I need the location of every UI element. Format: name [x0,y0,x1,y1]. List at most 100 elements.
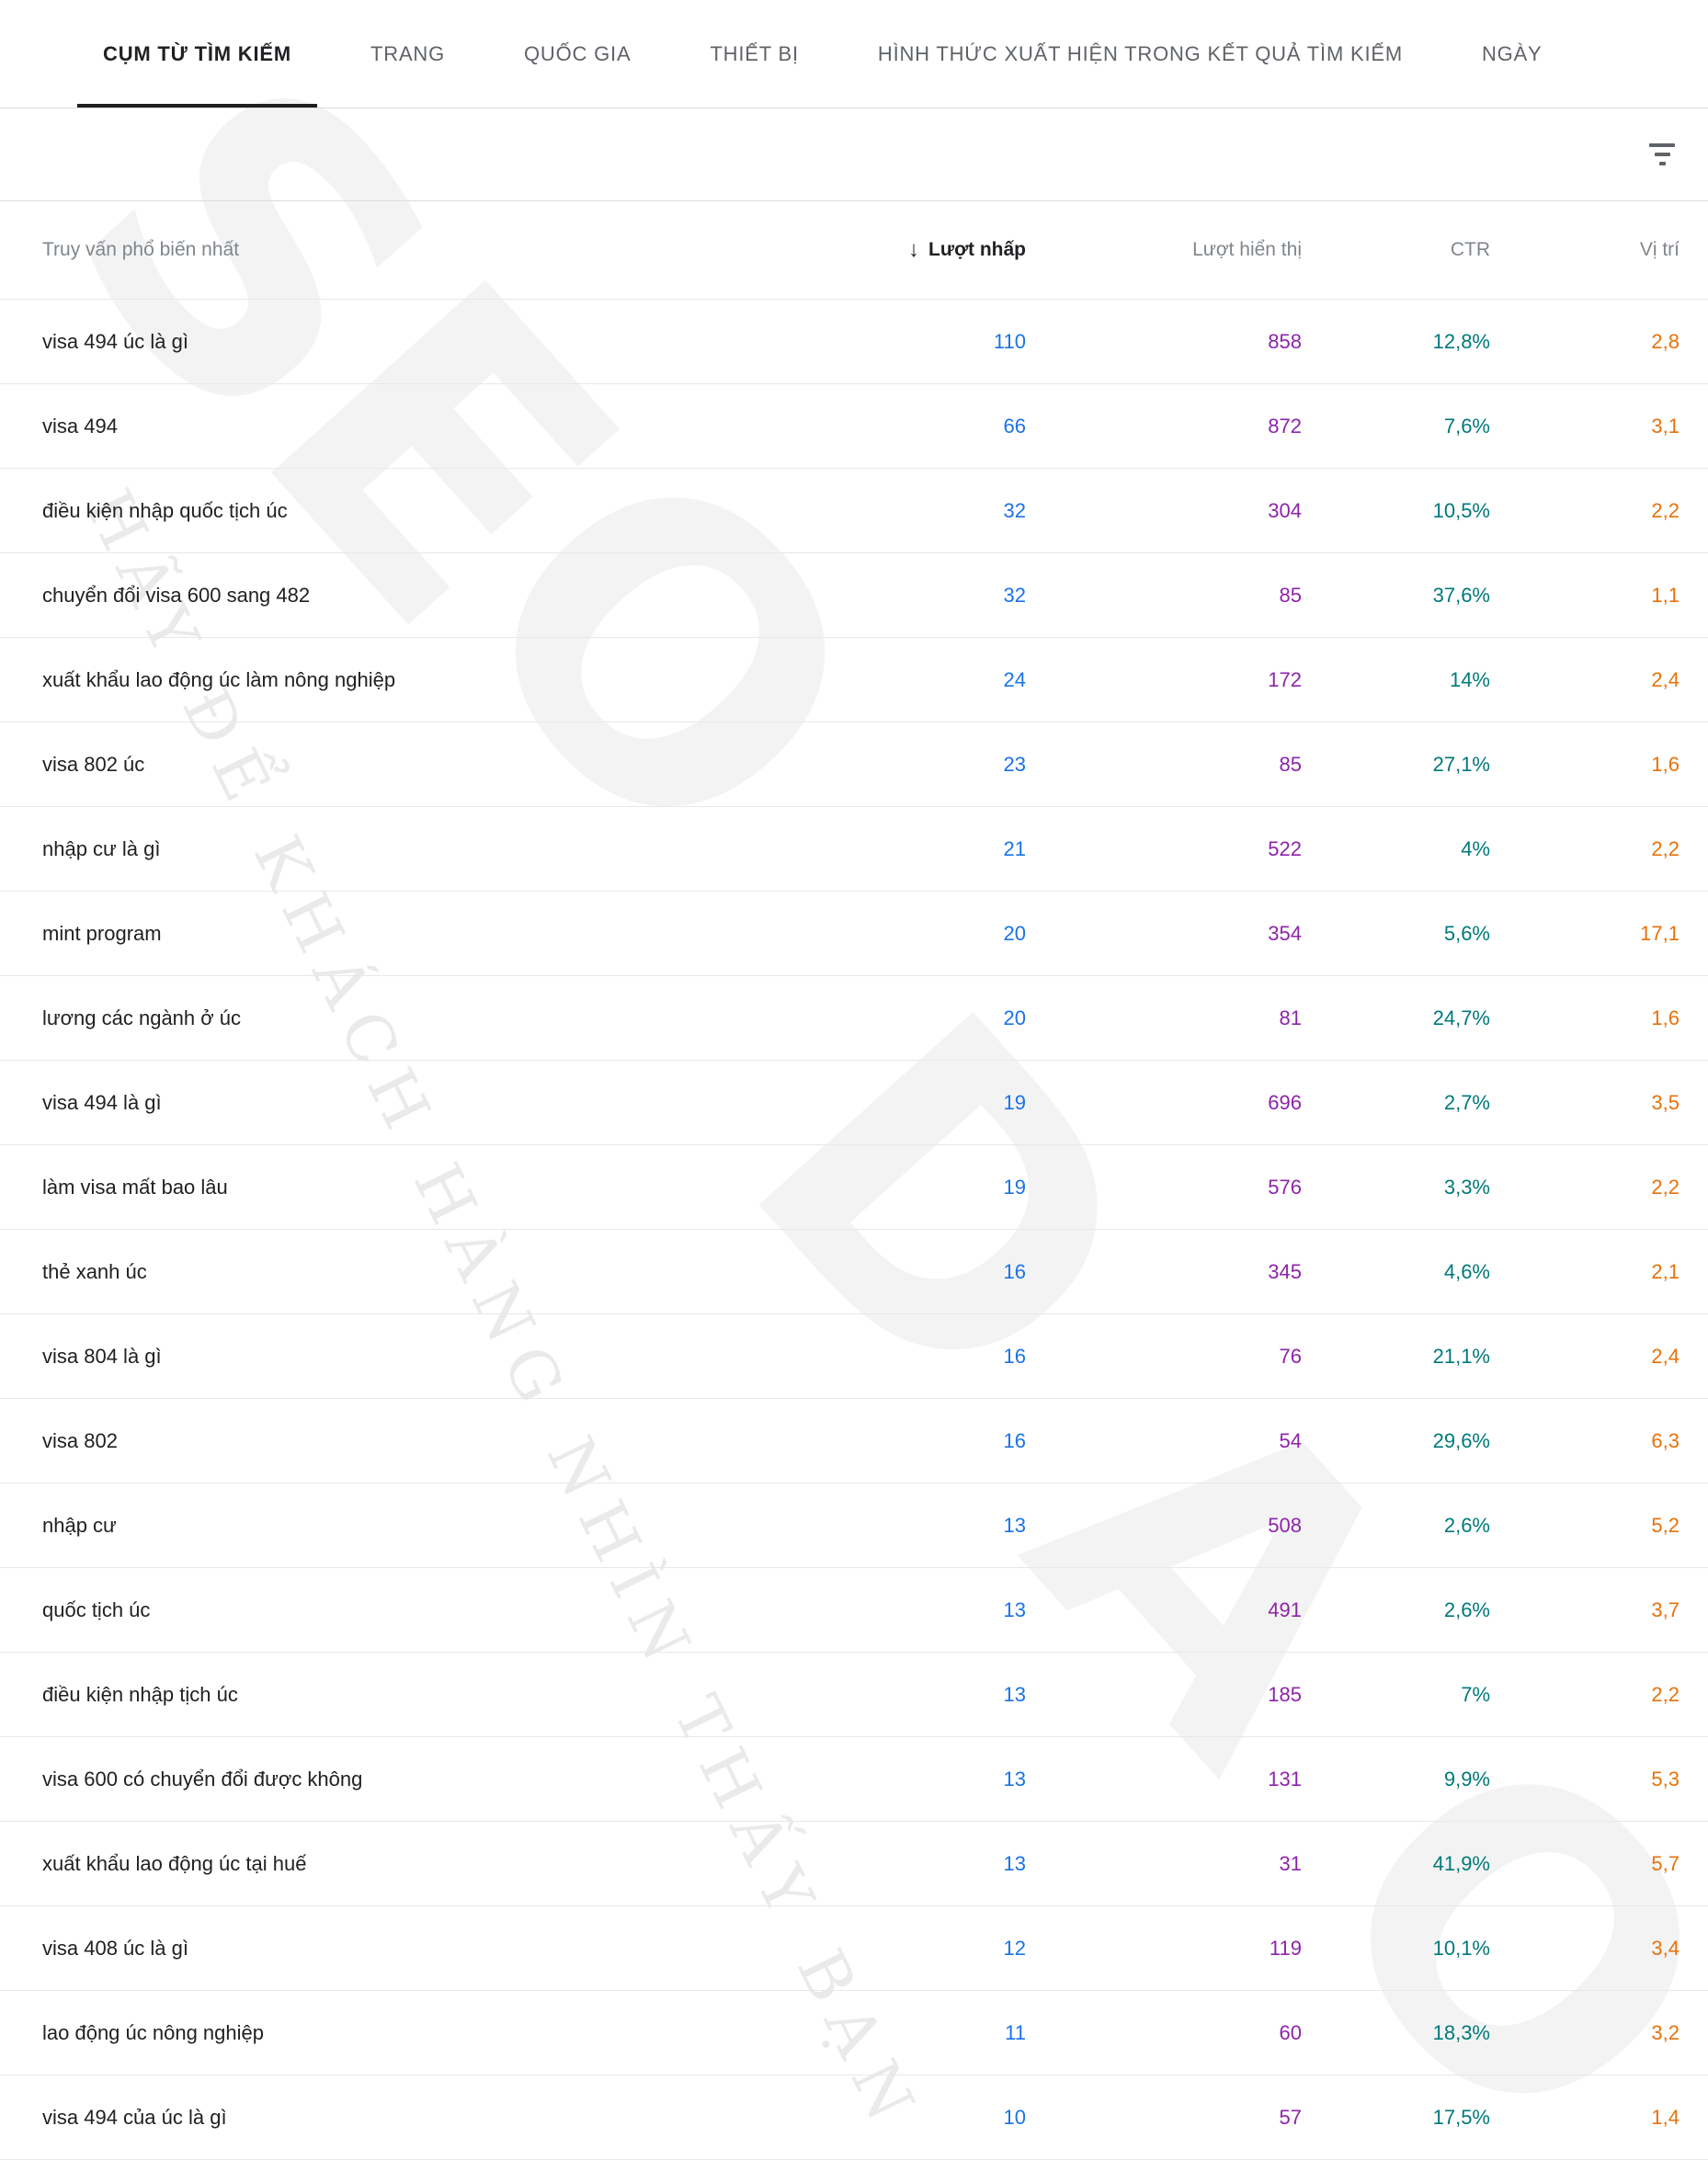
clicks-cell: 110 [993,329,1026,353]
table-row[interactable]: mint program 20 354 5,6% 17,1 [0,892,1708,976]
clicks-cell: 24 [1003,667,1026,691]
tab-devices[interactable]: THIẾT BỊ [710,41,799,65]
query-cell[interactable]: mint program [42,921,162,945]
table-row[interactable]: visa 802 16 54 29,6% 6,3 [0,1399,1708,1484]
query-cell[interactable]: làm visa mất bao lâu [42,1175,228,1199]
filter-icon[interactable] [1642,136,1682,173]
table-row[interactable]: nhập cư là gì 21 522 4% 2,2 [0,807,1708,892]
column-header-ctr[interactable]: CTR [1450,239,1490,260]
table-row[interactable]: lao động úc nông nghiệp 11 60 18,3% 3,2 [0,1991,1708,2075]
table-row[interactable]: xuất khẩu lao động úc tại huế 13 31 41,9… [0,1822,1708,1906]
ctr-cell: 7% [1461,1682,1490,1706]
clicks-cell: 13 [1003,1513,1026,1537]
filter-icon-bar [1658,162,1666,165]
column-header-query[interactable]: Truy vấn phổ biến nhất [42,239,240,260]
impressions-cell: 576 [1268,1175,1302,1199]
table-row[interactable]: thẻ xanh úc 16 345 4,6% 2,1 [0,1230,1708,1314]
column-header-clicks-label: Lượt nhấp [928,239,1026,260]
impressions-cell: 304 [1268,498,1302,522]
column-header-position[interactable]: Vị trí [1639,239,1680,260]
tab-dates[interactable]: NGÀY [1481,41,1543,65]
position-cell: 3,1 [1651,414,1680,438]
clicks-cell: 21 [1003,836,1026,860]
clicks-cell: 20 [1003,921,1026,945]
ctr-cell: 24,7% [1432,1006,1490,1029]
position-cell: 1,1 [1651,583,1680,607]
table-row[interactable]: nhập cư 13 508 2,6% 5,2 [0,1484,1708,1568]
position-cell: 2,1 [1651,1259,1680,1283]
query-cell[interactable]: lương các ngành ở úc [42,1006,242,1029]
query-cell[interactable]: xuất khẩu lao động úc làm nông nghiệp [42,667,396,691]
query-cell[interactable]: quốc tịch úc [42,1597,151,1621]
column-header-clicks[interactable]: ↓ Lượt nhấp [824,237,1026,263]
clicks-cell: 16 [1003,1259,1026,1283]
position-cell: 2,2 [1651,1175,1680,1199]
table-row[interactable]: visa 494 66 872 7,6% 3,1 [0,384,1708,469]
table-row[interactable]: visa 802 úc 23 85 27,1% 1,6 [0,722,1708,807]
query-cell[interactable]: visa 494 [42,414,118,438]
query-cell[interactable]: điều kiện nhập quốc tịch úc [42,498,288,522]
tab-search-appearance[interactable]: HÌNH THỨC XUẤT HIỆN TRONG KẾT QUẢ TÌM KI… [877,41,1403,65]
query-cell[interactable]: thẻ xanh úc [42,1259,147,1283]
query-cell[interactable]: visa 408 úc là gì [42,1936,188,1960]
position-cell: 6,3 [1651,1428,1680,1452]
table-row[interactable]: điều kiện nhập tịch úc 13 185 7% 2,2 [0,1653,1708,1737]
ctr-cell: 5,6% [1443,921,1490,945]
position-cell: 1,6 [1651,1006,1680,1029]
table-row[interactable]: làm visa mất bao lâu 19 576 3,3% 2,2 [0,1145,1708,1230]
tab-queries[interactable]: CỤM TỪ TÌM KIẾM [77,0,318,108]
position-cell: 2,4 [1651,667,1680,691]
clicks-cell: 16 [1003,1428,1026,1452]
clicks-cell: 32 [1003,498,1026,522]
ctr-cell: 12,8% [1432,329,1490,353]
ctr-cell: 7,6% [1443,414,1490,438]
position-cell: 1,4 [1651,2105,1680,2129]
table-row[interactable]: quốc tịch úc 13 491 2,6% 3,7 [0,1568,1708,1653]
column-header-impressions[interactable]: Lượt hiển thị [1192,239,1302,260]
clicks-cell: 13 [1003,1682,1026,1706]
table-row[interactable]: visa 600 có chuyển đổi được không 13 131… [0,1737,1708,1822]
query-cell[interactable]: visa 600 có chuyển đổi được không [42,1767,363,1791]
impressions-cell: 60 [1279,2020,1302,2044]
query-cell[interactable]: chuyển đổi visa 600 sang 482 [42,583,311,607]
ctr-cell: 18,3% [1432,2020,1490,2044]
table-row[interactable]: visa 408 úc là gì 12 119 10,1% 3,4 [0,1906,1708,1991]
query-cell[interactable]: nhập cư [42,1513,117,1537]
table-row[interactable]: chuyển đổi visa 600 sang 482 32 85 37,6%… [0,553,1708,638]
ctr-cell: 3,3% [1443,1175,1490,1199]
impressions-cell: 85 [1279,583,1302,607]
impressions-cell: 119 [1269,1936,1302,1960]
table-row[interactable]: visa 494 úc là gì 110 858 12,8% 2,8 [0,300,1708,384]
position-cell: 2,4 [1651,1344,1680,1368]
query-cell[interactable]: điều kiện nhập tịch úc [42,1682,238,1706]
query-cell[interactable]: visa 802 [42,1428,118,1452]
tab-countries[interactable]: QUỐC GIA [524,41,632,65]
query-cell[interactable]: visa 802 úc [42,752,145,776]
table-row[interactable]: visa 804 là gì 16 76 21,1% 2,4 [0,1314,1708,1399]
query-cell[interactable]: visa 494 của úc là gì [42,2105,227,2129]
ctr-cell: 17,5% [1432,2105,1490,2129]
query-cell[interactable]: xuất khẩu lao động úc tại huế [42,1851,307,1875]
impressions-cell: 57 [1279,2105,1302,2129]
position-cell: 2,2 [1651,1682,1680,1706]
clicks-cell: 13 [1003,1597,1026,1621]
table-row[interactable]: điều kiện nhập quốc tịch úc 32 304 10,5%… [0,469,1708,553]
query-cell[interactable]: lao động úc nông nghiệp [42,2020,264,2044]
dimension-tab-bar: CỤM TỪ TÌM KIẾM TRANG QUỐC GIA THIẾT BỊ … [0,0,1708,108]
table-row[interactable]: xuất khẩu lao động úc làm nông nghiệp 24… [0,638,1708,722]
table-row[interactable]: visa 494 của úc là gì 10 57 17,5% 1,4 [0,2075,1708,2160]
query-cell[interactable]: visa 494 úc là gì [42,329,188,353]
query-cell[interactable]: nhập cư là gì [42,836,161,860]
clicks-cell: 19 [1003,1175,1026,1199]
ctr-cell: 2,6% [1443,1513,1490,1537]
position-cell: 3,4 [1651,1936,1680,1960]
position-cell: 17,1 [1640,921,1680,945]
impressions-cell: 85 [1279,752,1302,776]
tab-pages[interactable]: TRANG [370,41,446,65]
table-row[interactable]: lương các ngành ở úc 20 81 24,7% 1,6 [0,976,1708,1061]
impressions-cell: 131 [1268,1767,1302,1791]
ctr-cell: 21,1% [1432,1344,1490,1368]
query-cell[interactable]: visa 494 là gì [42,1090,162,1114]
query-cell[interactable]: visa 804 là gì [42,1344,162,1368]
table-row[interactable]: visa 494 là gì 19 696 2,7% 3,5 [0,1061,1708,1145]
